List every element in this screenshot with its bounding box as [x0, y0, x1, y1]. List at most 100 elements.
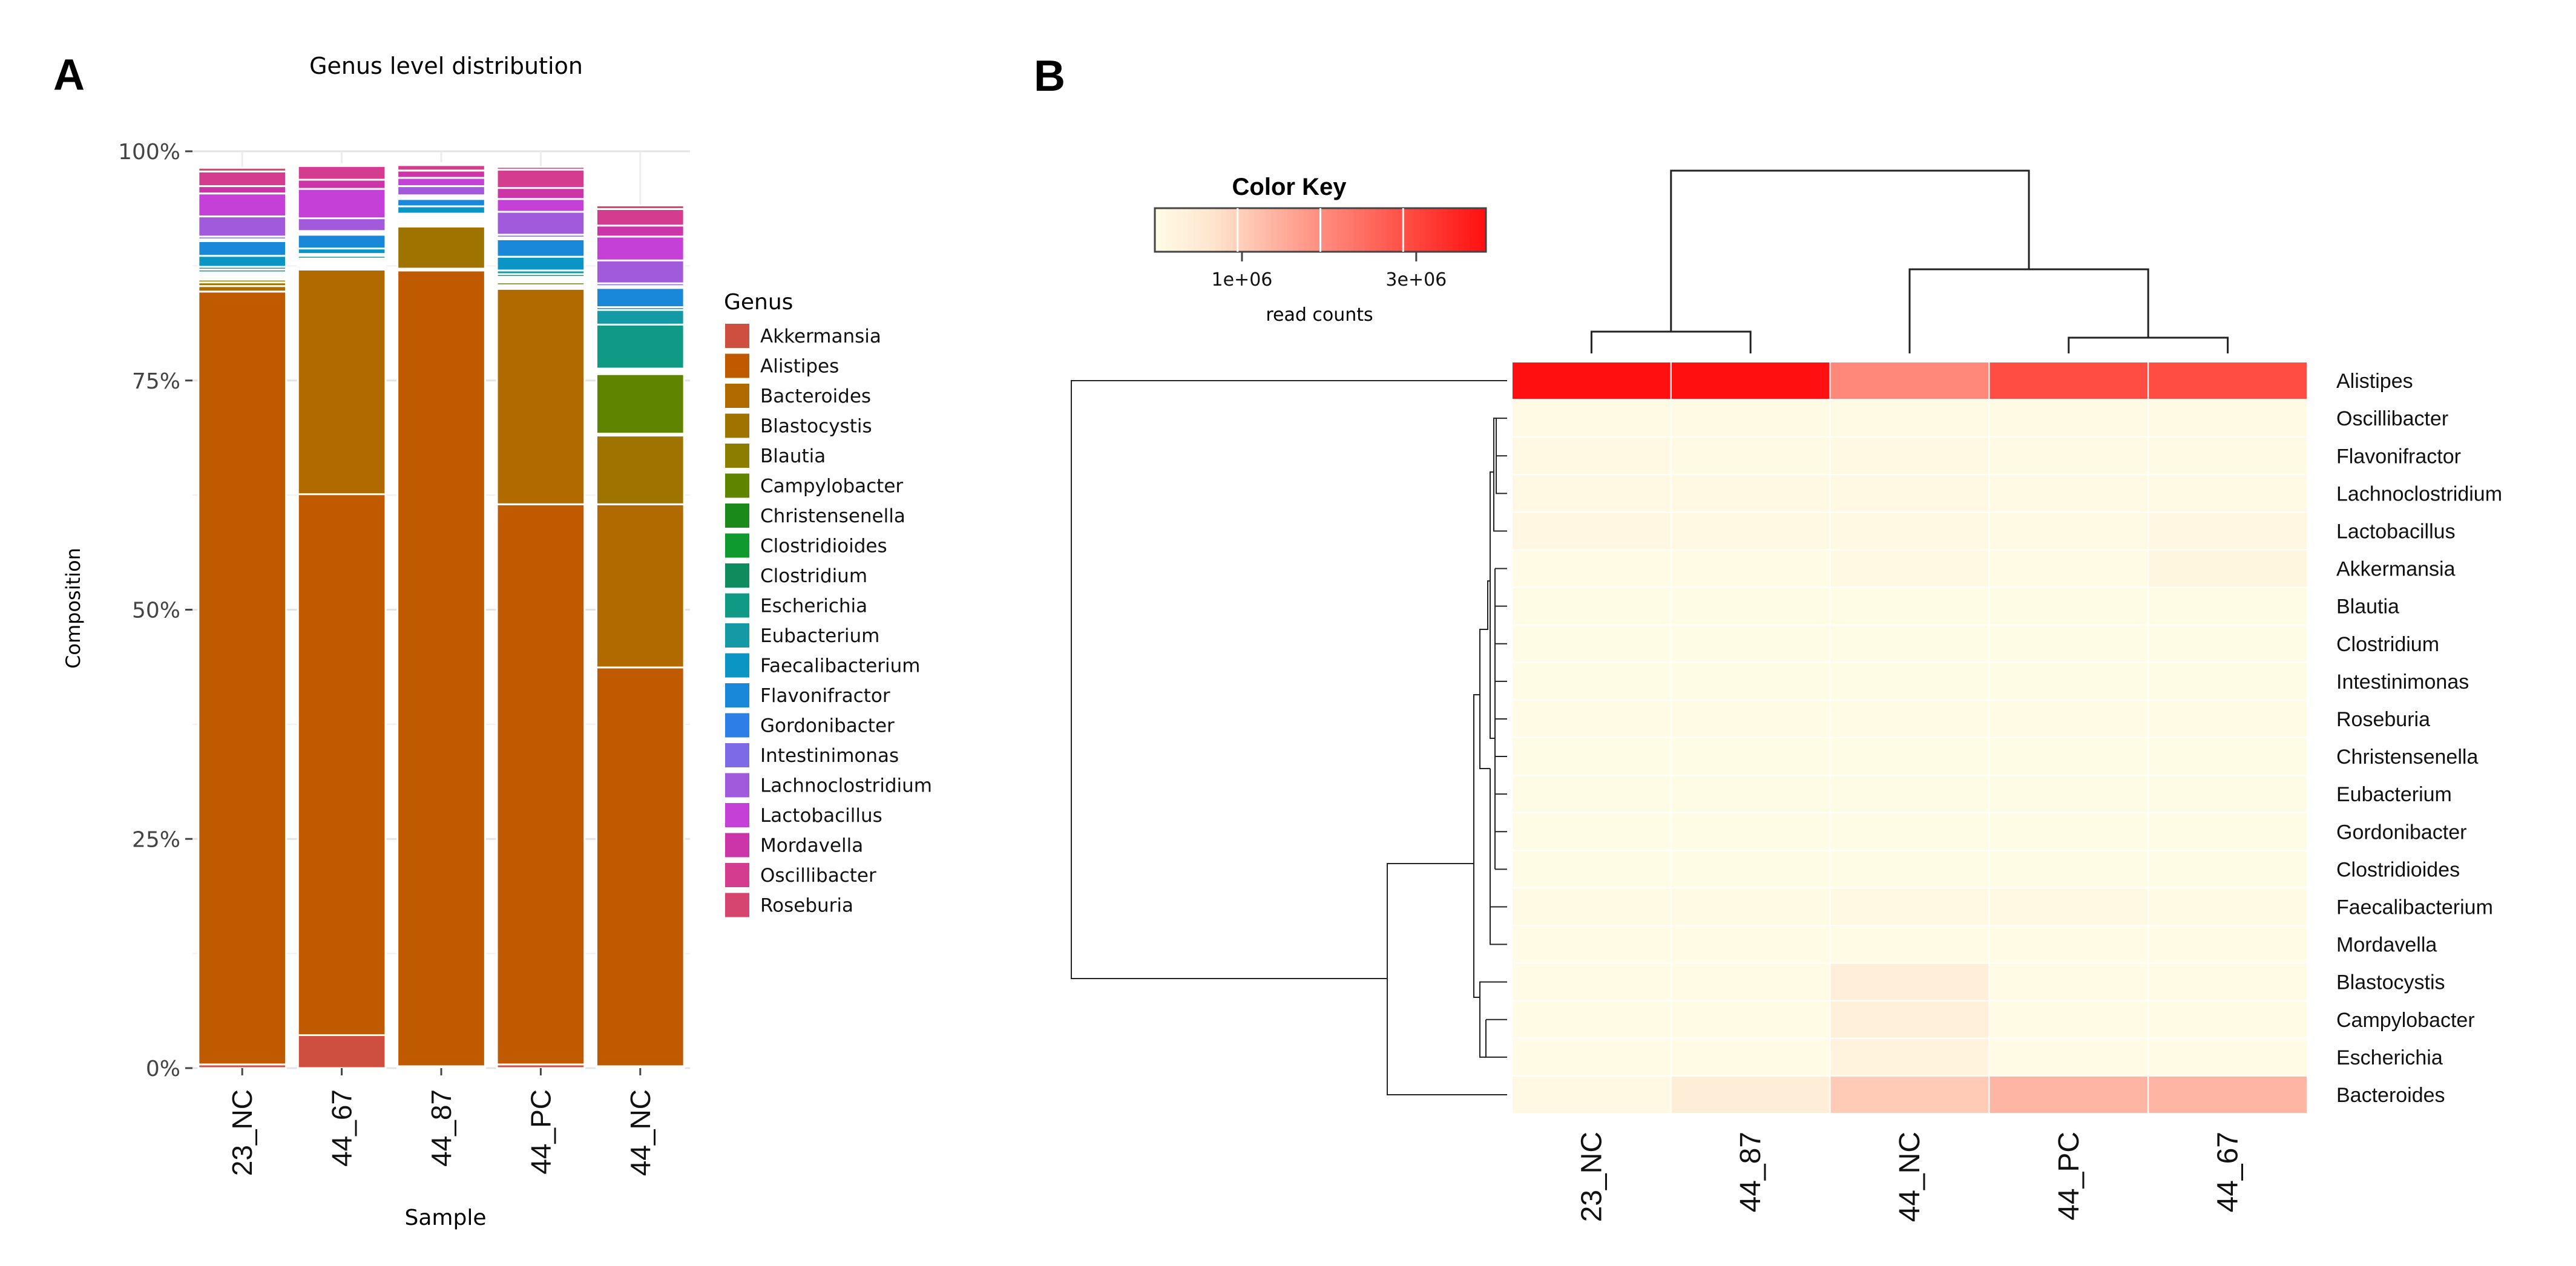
- color-key-segment: [1265, 208, 1271, 252]
- row-dendrogram-branch: [1490, 769, 1507, 907]
- bar-44-pc-lachnoclostridium: [497, 212, 585, 235]
- cell-escherichia-44-pc: [1989, 1038, 2148, 1076]
- cell-lactobacillus-44-pc: [1989, 512, 2148, 549]
- cell-eubacterium-44-87: [1671, 775, 1830, 813]
- cell-lachnoclostridium-44-67: [2148, 474, 2307, 512]
- cell-escherichia-23-nc: [1512, 1038, 1671, 1076]
- bar-44-87-roseburia: [398, 163, 485, 165]
- color-key-segment: [1287, 208, 1293, 252]
- bar-44-67-akkermansia: [298, 1035, 386, 1068]
- color-key-segment: [1458, 208, 1464, 252]
- legend-key-gordonibacter: [725, 713, 749, 738]
- cell-campylobacter-44-nc: [1830, 1001, 1990, 1038]
- cell-lactobacillus-23-nc: [1512, 512, 1671, 549]
- color-key-segment: [1332, 208, 1338, 252]
- cell-eubacterium-23-nc: [1512, 775, 1671, 813]
- color-key-segment: [1177, 208, 1183, 252]
- color-key-segment: [1188, 208, 1194, 252]
- row-dendrogram-branch: [1490, 769, 1507, 945]
- legend-label-roseburia: Roseburia: [760, 895, 853, 917]
- cell-escherichia-44-67: [2148, 1038, 2307, 1076]
- cell-christensenella-44-67: [2148, 738, 2307, 775]
- bar-23-nc-roseburia: [199, 168, 286, 171]
- bar-chart-y-label: Composition: [62, 548, 85, 669]
- color-key-segment: [1447, 208, 1453, 252]
- bar-23-nc-faecalibacterium: [199, 256, 286, 267]
- cell-roseburia-44-nc: [1830, 700, 1990, 738]
- bar-44-nc-escherichia: [596, 324, 684, 369]
- cell-blautia-23-nc: [1512, 588, 1671, 625]
- color-key-segment: [1171, 208, 1177, 252]
- legend-key-faecalibacterium: [725, 654, 749, 678]
- bar-44-pc-lactobacillus: [497, 199, 585, 212]
- cell-lactobacillus-44-87: [1671, 512, 1830, 549]
- cell-blautia-44-nc: [1830, 588, 1990, 625]
- cell-escherichia-44-nc: [1830, 1038, 1990, 1076]
- row-label-eubacterium: Eubacterium: [2336, 783, 2452, 806]
- cell-bacteroides-23-nc: [1512, 1076, 1671, 1113]
- legend-key-clostridioides: [725, 534, 749, 558]
- bar-44-nc-alistipes: [596, 667, 684, 1066]
- bar-44-pc-bacteroides: [497, 289, 585, 504]
- heatmap-chart: Color Key read counts 1e+06 3e+06 Alistip…: [1071, 171, 2502, 1222]
- cell-blautia-44-87: [1671, 588, 1830, 625]
- cell-alistipes-44-pc: [1989, 362, 2148, 399]
- bar-44-nc-bacteroides: [596, 504, 684, 667]
- cell-faecalibacterium-44-nc: [1830, 888, 1990, 925]
- bar-44-nc-oscillibacter: [596, 209, 684, 225]
- legend-key-eubacterium: [725, 623, 749, 648]
- legend-label-blastocystis: Blastocystis: [760, 416, 872, 438]
- cell-clostridioides-44-67: [2148, 850, 2307, 888]
- row-dendrogram-branch: [1490, 581, 1495, 738]
- cell-clostridioides-44-pc: [1989, 850, 2148, 888]
- legend-key-oscillibacter: [725, 863, 749, 887]
- color-key-segment: [1442, 208, 1448, 252]
- cell-akkermansia-44-87: [1671, 550, 1830, 588]
- cell-alistipes-44-67: [2148, 362, 2307, 399]
- color-key-segment: [1276, 208, 1283, 252]
- cell-campylobacter-44-87: [1671, 1001, 1830, 1038]
- cell-campylobacter-44-67: [2148, 1001, 2307, 1038]
- color-key-segment: [1183, 208, 1189, 252]
- cell-gordonibacter-44-nc: [1830, 813, 1990, 850]
- cell-roseburia-44-pc: [1989, 700, 2148, 738]
- color-key-tick-label: 3e+06: [1385, 269, 1447, 290]
- legend-label-flavonifractor: Flavonifractor: [760, 685, 890, 707]
- cell-blastocystis-44-nc: [1830, 963, 1990, 1001]
- color-key-tick-label: 1e+06: [1212, 269, 1273, 290]
- row-label-oscillibacter: Oscillibacter: [2336, 407, 2448, 430]
- figure: A B Genus level distribution 0%25%50%75%…: [0, 0, 2576, 1266]
- panel-label-b: B: [1034, 52, 1065, 100]
- cell-eubacterium-44-pc: [1989, 775, 2148, 813]
- bar-44-nc-campylobacter: [596, 374, 684, 433]
- cell-clostridioides-44-nc: [1830, 850, 1990, 888]
- legend-key-lactobacillus: [725, 803, 749, 827]
- color-key-segment: [1348, 208, 1354, 252]
- legend-key-blautia: [725, 444, 749, 468]
- bar-23-nc-flavonifractor: [199, 241, 286, 255]
- row-label-escherichia: Escherichia: [2336, 1046, 2443, 1069]
- bar-chart-title: Genus level distribution: [309, 53, 583, 79]
- cell-akkermansia-44-pc: [1989, 550, 2148, 588]
- cell-lactobacillus-44-nc: [1830, 512, 1990, 549]
- color-key-segment: [1408, 208, 1414, 252]
- color-key-segment: [1227, 208, 1233, 252]
- row-label-christensenella: Christensenella: [2336, 746, 2478, 769]
- bar-23-nc-oscillibacter: [199, 171, 286, 186]
- column-dendrogram: [1591, 171, 2227, 353]
- cell-faecalibacterium-44-67: [2148, 888, 2307, 925]
- cell-christensenella-44-pc: [1989, 738, 2148, 775]
- color-key-segment: [1210, 208, 1216, 252]
- cell-clostridium-44-67: [2148, 625, 2307, 663]
- bar-44-nc-mordavella: [596, 226, 684, 237]
- column-label-44-nc: 44_NC: [1894, 1132, 1926, 1222]
- cell-flavonifractor-44-67: [2148, 437, 2307, 474]
- cell-roseburia-23-nc: [1512, 700, 1671, 738]
- bar-44-67-flavonifractor: [298, 235, 386, 249]
- color-key-segment: [1364, 208, 1370, 252]
- color-key-segment: [1270, 208, 1276, 252]
- bar-44-67-alistipes: [298, 494, 386, 1035]
- column-dendrogram-branch: [1591, 332, 1750, 353]
- color-key-segment: [1298, 208, 1304, 252]
- bar-44-pc-mordavella: [497, 188, 585, 199]
